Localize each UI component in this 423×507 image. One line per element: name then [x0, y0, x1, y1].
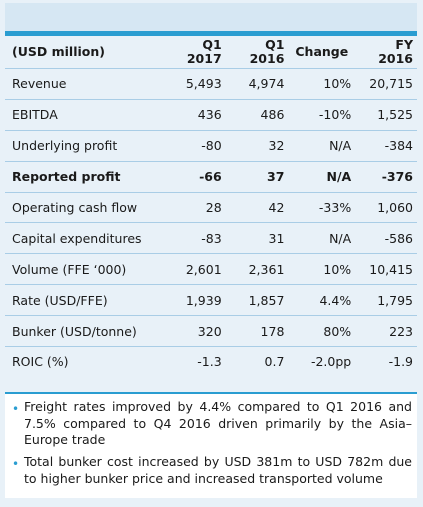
- row-label: Capital expenditures: [5, 222, 157, 254]
- cell-q1-2017: -1.3: [156, 346, 226, 377]
- row-label: Revenue: [5, 68, 157, 100]
- cell-change: N/A: [288, 129, 356, 162]
- header-q1-2017: Q1 2017: [186, 37, 222, 66]
- cell-fy-2016: 1,060: [355, 191, 417, 223]
- cell-change: N/A: [288, 222, 356, 254]
- cell-fy-2016: 1,795: [355, 284, 417, 316]
- cell-change: -2.0pp: [288, 346, 356, 377]
- cell-q1-2016: 42: [225, 191, 289, 223]
- bullet-icon: •: [12, 402, 20, 416]
- row-label: Operating cash flow: [5, 191, 157, 223]
- cell-q1-2016: 2,361: [225, 253, 289, 285]
- cell-q1-2016: 37: [225, 160, 289, 193]
- table-row: Operating cash flow 28 42 -33% 1,060: [5, 191, 417, 223]
- cell-q1-2017: -66: [156, 160, 226, 193]
- cell-q1-2017: 320: [156, 315, 226, 347]
- table-row: Underlying profit -80 32 N/A -384: [5, 129, 417, 162]
- bottom-accent-line: [5, 392, 417, 394]
- cell-q1-2017: -80: [156, 129, 226, 162]
- row-label: Reported profit: [5, 160, 157, 193]
- row-label: ROIC (%): [5, 346, 157, 377]
- cell-q1-2016: 0.7: [225, 346, 289, 377]
- table-row: Revenue 5,493 4,974 10% 20,715: [5, 68, 417, 100]
- cell-q1-2016: 4,974: [225, 68, 289, 100]
- cell-fy-2016: -376: [355, 160, 417, 193]
- cell-change: 80%: [288, 315, 356, 347]
- table-row: Rate (USD/FFE) 1,939 1,857 4.4% 1,795: [5, 284, 417, 316]
- cell-q1-2017: 1,939: [156, 284, 226, 316]
- cell-change: 4.4%: [288, 284, 356, 316]
- table-row: EBITDA 436 486 -10% 1,525: [5, 98, 417, 131]
- cell-q1-2016: 1,857: [225, 284, 289, 316]
- financial-table: (USD million) Q1 2017 Q1 2016 Change FY …: [5, 36, 417, 377]
- cell-q1-2016: 32: [225, 129, 289, 162]
- note-freight-rates: Freight rates improved by 4.4% compared …: [24, 399, 412, 447]
- table-row: Bunker (USD/tonne) 320 178 80% 223: [5, 315, 417, 347]
- cell-fy-2016: 10,415: [355, 253, 417, 285]
- top-accent-line: [5, 31, 417, 36]
- table-header-row: (USD million) Q1 2017 Q1 2016 Change FY …: [5, 36, 417, 69]
- header-fy-2016: FY 2016: [378, 37, 413, 66]
- row-label: Volume (FFE ‘000): [5, 253, 157, 285]
- bullet-icon: •: [12, 457, 20, 471]
- row-label: Rate (USD/FFE): [5, 284, 157, 316]
- cell-fy-2016: 223: [355, 315, 417, 347]
- header-q1-2016: Q1 2016: [249, 37, 285, 66]
- cell-fy-2016: -586: [355, 222, 417, 254]
- cell-change: -33%: [288, 191, 356, 223]
- cell-q1-2017: 5,493: [156, 68, 226, 100]
- cell-fy-2016: 20,715: [355, 68, 417, 100]
- header-unit-label: (USD million): [12, 44, 105, 59]
- cell-q1-2017: 2,601: [156, 253, 226, 285]
- header-change: Change: [295, 44, 349, 59]
- table-row: ROIC (%) -1.3 0.7 -2.0pp -1.9: [5, 346, 417, 377]
- cell-q1-2016: 31: [225, 222, 289, 254]
- cell-q1-2016: 486: [225, 98, 289, 131]
- cell-fy-2016: -384: [355, 129, 417, 162]
- top-band: [5, 3, 417, 31]
- table-row: Capital expenditures -83 31 N/A -586: [5, 222, 417, 254]
- cell-change: -10%: [288, 98, 356, 131]
- table-row: Reported profit -66 37 N/A -376: [5, 160, 417, 193]
- cell-change: 10%: [288, 253, 356, 285]
- row-label: Underlying profit: [5, 129, 157, 162]
- note-bunker-cost: Total bunker cost increased by USD 381m …: [24, 454, 412, 486]
- notes-section: • Freight rates improved by 4.4% compare…: [5, 394, 417, 498]
- cell-q1-2016: 178: [225, 315, 289, 347]
- cell-fy-2016: 1,525: [355, 98, 417, 131]
- cell-q1-2017: -83: [156, 222, 226, 254]
- cell-change: 10%: [288, 68, 356, 100]
- cell-q1-2017: 436: [156, 98, 226, 131]
- row-label: EBITDA: [5, 98, 157, 131]
- cell-change: N/A: [288, 160, 356, 193]
- table-row: Volume (FFE ‘000) 2,601 2,361 10% 10,415: [5, 253, 417, 285]
- row-label: Bunker (USD/tonne): [5, 315, 157, 347]
- cell-q1-2017: 28: [156, 191, 226, 223]
- cell-fy-2016: -1.9: [355, 346, 417, 377]
